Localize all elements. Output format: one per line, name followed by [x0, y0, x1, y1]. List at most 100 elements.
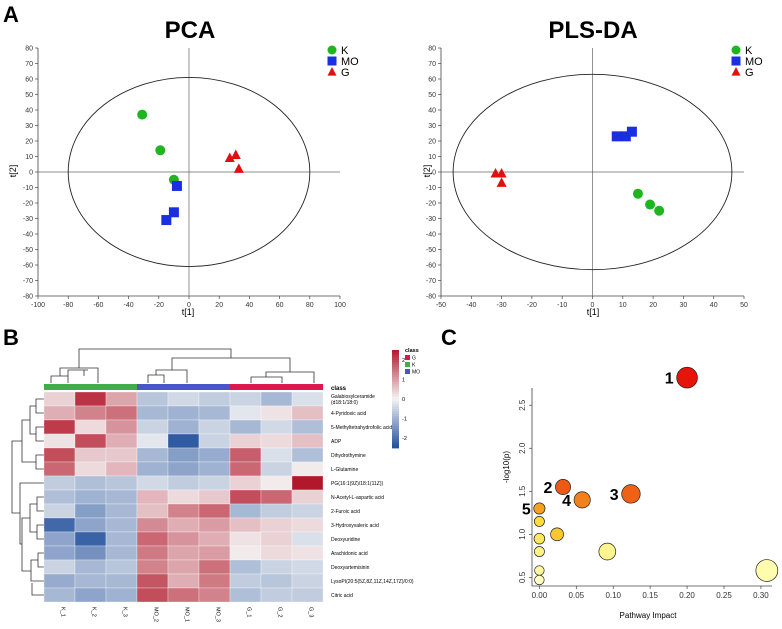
heatmap-cell [198, 447, 231, 463]
heatmap-cell [229, 475, 262, 491]
heatmap-cell [198, 433, 231, 449]
heatmap-cell [260, 545, 293, 561]
class-legend-swatch-k [405, 362, 410, 367]
plsda-x-tick-label: 30 [680, 302, 688, 309]
heatmap-cell [43, 461, 76, 477]
heatmap-cell [105, 587, 138, 603]
heatmap-cell [260, 391, 293, 407]
pca-x-tick-label: 40 [246, 302, 254, 309]
pathway-bubble [573, 491, 591, 509]
colorbar-step [392, 418, 399, 422]
heatmap-cell [167, 573, 200, 589]
column-label: G_1 [246, 607, 252, 617]
plsda-y-tick-label: -20 [426, 201, 436, 208]
pca-legend-marker-k [327, 45, 337, 55]
bubble-x-tick-label: 0.25 [716, 591, 732, 600]
plsda-y-tick-label: 40 [428, 108, 436, 115]
heatmap-cell [74, 447, 107, 463]
heatmap-cell [167, 545, 200, 561]
heatmap-cell [105, 461, 138, 477]
heatmap-cell [291, 447, 324, 463]
colorbar-tick-label: 1 [402, 377, 405, 383]
pca-y-tick-label: 20 [25, 139, 33, 146]
heatmap-cell [74, 545, 107, 561]
pca-x-tick-label: 100 [334, 302, 346, 309]
heatmap-cell [43, 419, 76, 435]
pca-y-tick-label: 70 [25, 61, 33, 68]
colorbar-step [392, 435, 399, 439]
heatmap-cell [167, 405, 200, 421]
column-label: K_1 [60, 607, 66, 617]
heatmap-cell [167, 391, 200, 407]
heatmap-cell [105, 433, 138, 449]
pca-legend-label-mo: MO [341, 56, 359, 68]
heatmap-cell [198, 573, 231, 589]
plsda-y-tick-label: -30 [426, 216, 436, 223]
class-bar-label: class [331, 386, 347, 392]
colorbar-step [392, 430, 399, 434]
pathway-bubble [621, 484, 641, 504]
pca-point-mo [168, 207, 179, 218]
pca-legend-marker-g [327, 67, 337, 76]
class-legend-title: class [405, 348, 419, 354]
heatmap-cell [43, 447, 76, 463]
heatmap-cell [74, 587, 107, 603]
heatmap-cell [136, 545, 169, 561]
plsda-legend-label-k: K [745, 45, 753, 57]
heatmap-cell [291, 405, 324, 421]
plsda-x-tick-label: -40 [466, 302, 476, 309]
heatmap-cell [136, 573, 169, 589]
row-label-line: Galabiosylceramide [331, 394, 375, 400]
row-label: Citric acid [331, 593, 353, 599]
pathway-bubble [676, 366, 698, 389]
heatmap-cell [136, 559, 169, 575]
heatmap-cell [260, 531, 293, 547]
colorbar-step [392, 359, 399, 363]
heatmap-cell [198, 545, 231, 561]
plsda-y-tick-label: 50 [428, 92, 436, 99]
pca-point-g [230, 149, 241, 159]
heatmap-cell [260, 475, 293, 491]
class-bar-cell-k [106, 384, 137, 390]
plsda-x-tick-label: 50 [740, 302, 748, 309]
heatmap-cell [74, 517, 107, 533]
heatmap-cell [74, 573, 107, 589]
heatmap-cell [229, 419, 262, 435]
pca-x-tick-label: -100 [31, 302, 45, 309]
plsda-title: PLS-DA [548, 17, 637, 44]
heatmap-cell [229, 517, 262, 533]
colorbar-step [392, 411, 399, 415]
pathway-bubble [755, 559, 779, 582]
heatmap-cell [136, 433, 169, 449]
bubble-x-tick-label: 0.00 [532, 591, 548, 600]
class-bar-cell-g [230, 384, 261, 390]
panel-label-a: A [3, 2, 19, 27]
colorbar-step [392, 413, 399, 417]
heatmap-cell [198, 489, 231, 505]
row-label: PG(16:1(9Z)/18:1(11Z)) [331, 481, 383, 487]
class-bar-cell-k [75, 384, 106, 390]
heatmap-cell [167, 461, 200, 477]
heatmap-cell [105, 391, 138, 407]
pathway-bubble [533, 516, 545, 527]
colorbar-step [392, 381, 399, 385]
plsda-x-tick-label: -30 [497, 302, 507, 309]
heatmap-cell [74, 531, 107, 547]
colorbar-step [392, 408, 399, 412]
heatmap-cell [291, 433, 324, 449]
heatmap-cell [167, 447, 200, 463]
pathway-bubble [598, 542, 617, 561]
row-label: 4-Pyridoxic acid [331, 411, 367, 417]
colorbar-step [392, 428, 399, 432]
colorbar-step [392, 445, 399, 449]
pca-y-tick-label: 10 [25, 154, 33, 161]
pathway-bubble [555, 479, 571, 495]
heatmap-cell [136, 587, 169, 603]
colorbar-step [392, 362, 399, 366]
heatmap-cell [198, 531, 231, 547]
heatmap-cell [198, 503, 231, 519]
plsda-y-tick-label: -60 [426, 263, 436, 270]
pca-y-tick-label: -50 [23, 247, 33, 254]
column-label: MO_3 [215, 607, 221, 622]
